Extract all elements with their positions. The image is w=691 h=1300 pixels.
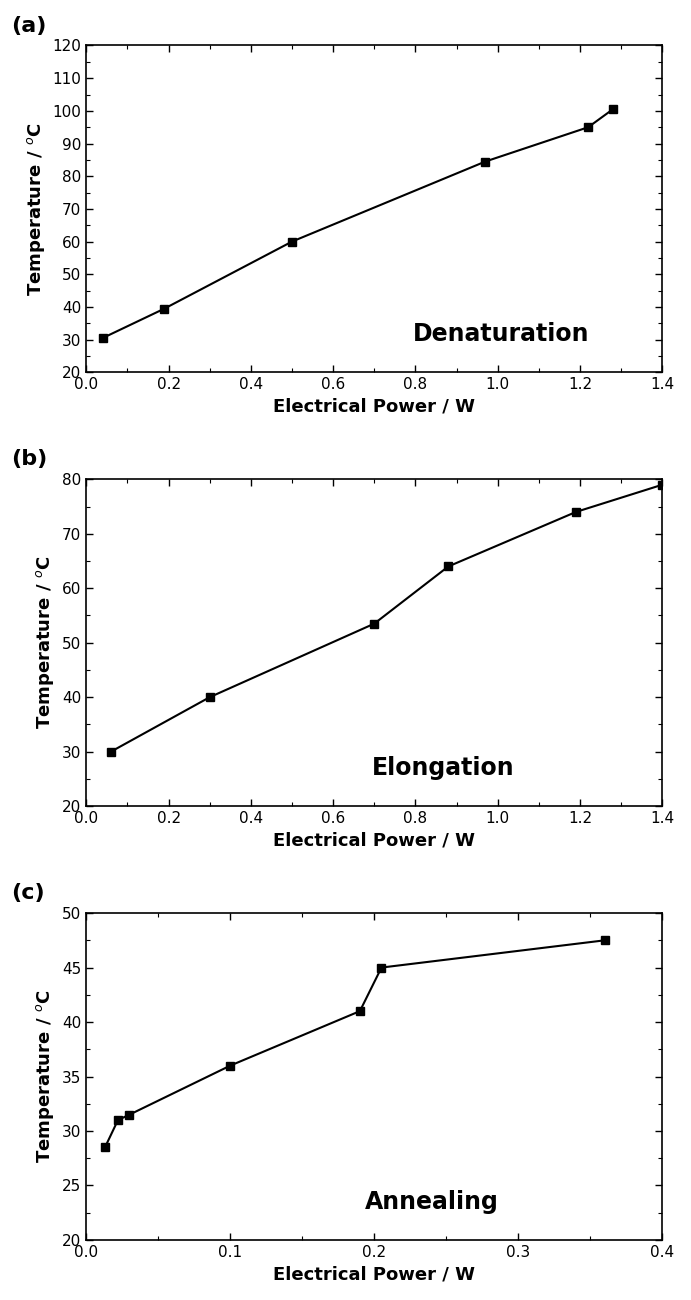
Y-axis label: Temperature / $^{o}$C: Temperature / $^{o}$C bbox=[35, 556, 57, 729]
Text: Elongation: Elongation bbox=[372, 757, 515, 780]
Text: (b): (b) bbox=[12, 450, 48, 469]
X-axis label: Electrical Power / W: Electrical Power / W bbox=[273, 1265, 475, 1283]
X-axis label: Electrical Power / W: Electrical Power / W bbox=[273, 832, 475, 849]
Text: (a): (a) bbox=[12, 16, 47, 35]
Text: Denaturation: Denaturation bbox=[413, 322, 589, 346]
Text: Annealing: Annealing bbox=[365, 1190, 499, 1214]
Text: (c): (c) bbox=[12, 883, 45, 903]
Y-axis label: Temperature / $^{o}$C: Temperature / $^{o}$C bbox=[35, 989, 57, 1164]
Y-axis label: Temperature / $^{o}$C: Temperature / $^{o}$C bbox=[25, 122, 47, 295]
X-axis label: Electrical Power / W: Electrical Power / W bbox=[273, 398, 475, 416]
